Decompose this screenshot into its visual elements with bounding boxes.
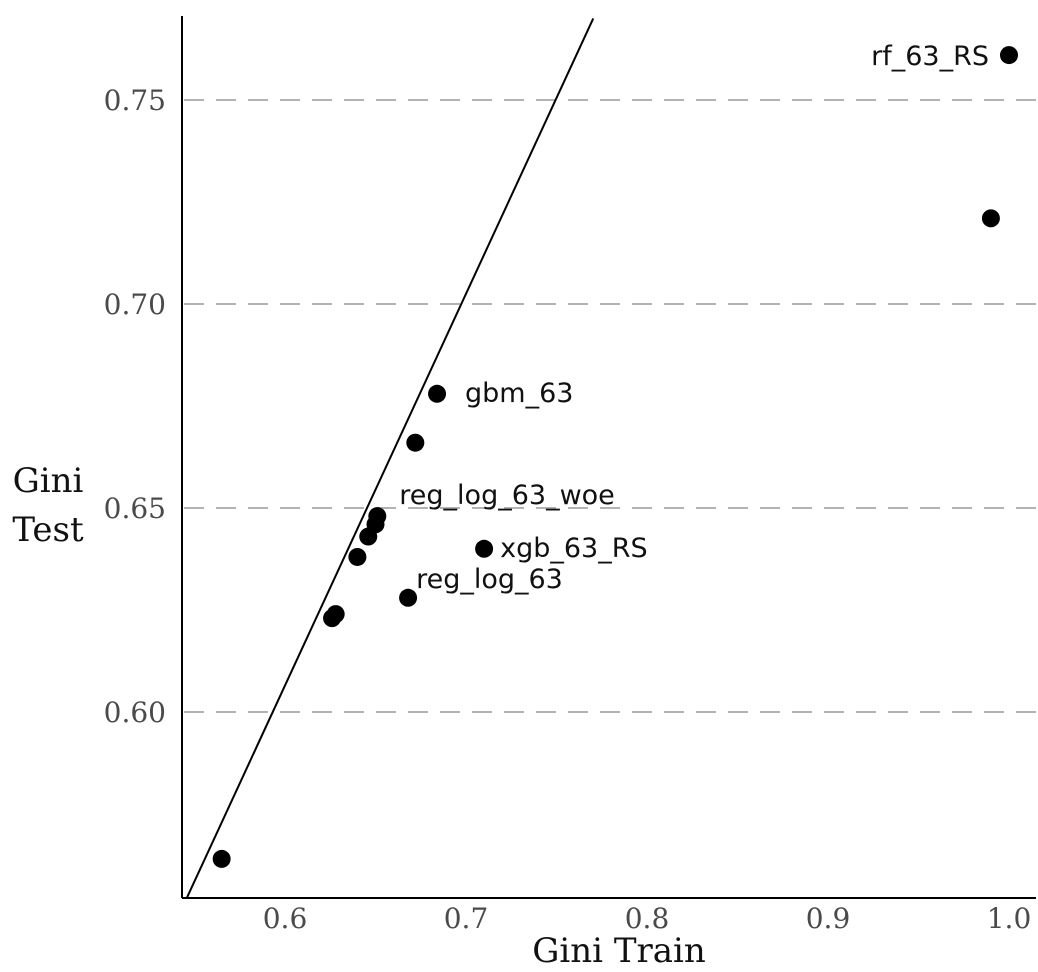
y-tick-label-3: 0.75 [104,84,166,117]
point-label-10: xgb_63_RS [500,533,648,564]
axes-layer [181,16,1036,899]
point-label-7: reg_log_63 [416,564,563,595]
grid-layer [184,99,1036,713]
x-tick-label-3: 0.9 [806,902,851,935]
data-point-0 [212,849,231,868]
reference-line [185,17,595,899]
y-tick-label-1: 0.65 [104,492,166,525]
data-point-6 [368,507,387,526]
points-layer [212,46,1018,868]
point-labels-layer: reg_log_63_woe reg_log_63 gbm_63 xgb_63_RS r… [399,41,989,595]
y-axis-title-line-1: Gini [13,461,84,501]
y-tick-label-2: 0.70 [104,288,166,321]
data-point-3 [348,547,367,566]
data-point-12 [1000,46,1018,65]
data-point-7 [399,588,418,607]
x-tick-label-4: 1.0 [987,902,1032,935]
x-tick-label-2: 0.8 [625,902,670,935]
data-point-9 [428,384,447,403]
point-label-9: gbm_63 [465,378,573,409]
reference-line-layer [185,17,595,899]
point-label-6: reg_log_63_woe [399,480,615,511]
x-tick-label-1: 0.7 [444,902,489,935]
x-tick-label-0: 0.6 [263,902,308,935]
y-axis-title-line-2: Test [12,510,84,550]
point-label-12: rf_63_RS [871,41,989,72]
data-point-8 [406,433,425,452]
tick-labels-layer: 0.60 0.65 0.70 0.75 0.6 0.7 0.8 0.9 1.0 [104,84,1032,935]
data-point-2 [326,605,345,624]
data-point-10 [475,539,494,558]
x-axis-title: Gini Train [532,931,706,971]
y-tick-label-0: 0.60 [104,696,166,729]
data-point-11 [981,209,1000,228]
